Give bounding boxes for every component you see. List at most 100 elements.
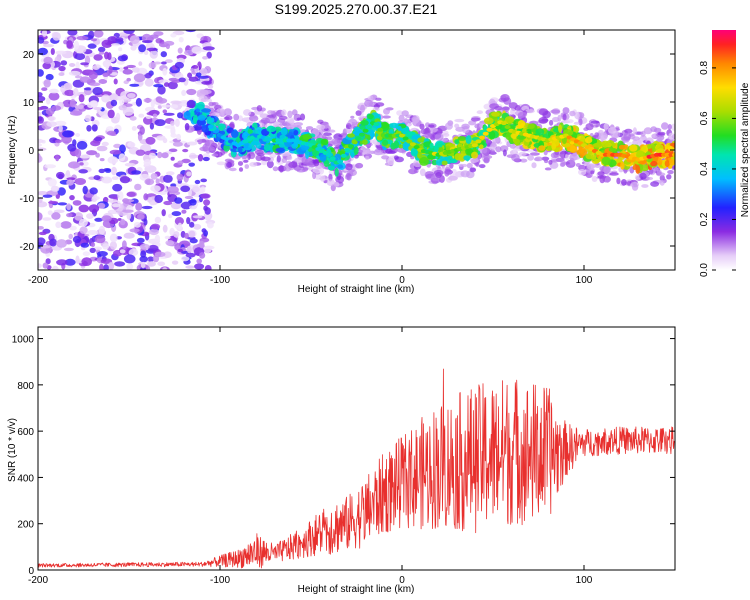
heat-cell — [333, 139, 340, 148]
heat-cell — [38, 212, 43, 221]
heat-peak — [482, 131, 489, 136]
heat-cell — [511, 153, 520, 162]
heat-cell — [219, 138, 225, 144]
heat-cell — [434, 133, 444, 141]
heat-cell — [109, 241, 117, 250]
heat-cell — [202, 156, 210, 162]
heat-peak — [406, 139, 413, 144]
heat-cell — [135, 202, 143, 211]
heat-cell — [69, 98, 76, 108]
heat-cell — [38, 47, 48, 56]
heat-cell — [174, 217, 184, 226]
heat-cell — [390, 142, 397, 150]
heat-cell — [211, 153, 219, 157]
heat-cell — [454, 123, 460, 129]
heat-cell — [367, 113, 374, 120]
heat-cell — [123, 30, 135, 34]
heat-cell — [201, 108, 212, 113]
heat-cell — [108, 65, 113, 75]
heat-cell — [185, 252, 196, 258]
heat-cell — [157, 105, 162, 109]
heat-cell — [605, 175, 610, 183]
heat-cell — [623, 132, 632, 141]
heat-cell — [195, 72, 202, 77]
heat-cell — [41, 87, 48, 91]
heat-peak — [362, 128, 369, 133]
heat-cell — [650, 181, 660, 187]
heat-peak — [377, 127, 384, 132]
heat-cell — [46, 97, 51, 105]
heat-cell — [55, 50, 67, 55]
heat-cell — [68, 63, 76, 67]
heat-cell — [517, 111, 527, 118]
heat-cell — [95, 152, 100, 158]
heat-cell — [200, 186, 206, 193]
heat-cell — [385, 148, 393, 154]
heat-cell — [538, 145, 546, 151]
heat-cell — [594, 158, 601, 163]
heat-cell — [192, 114, 199, 124]
heat-cell — [173, 231, 180, 238]
heat-cell — [91, 124, 98, 132]
heat-cell — [561, 142, 571, 148]
heat-cell — [162, 267, 168, 270]
heat-cell — [164, 125, 175, 129]
heat-cell — [137, 213, 145, 220]
heat-cell — [117, 55, 128, 62]
heat-cell — [184, 232, 190, 239]
heat-cell — [63, 247, 74, 252]
heat-cell — [48, 200, 59, 205]
heat-cell — [457, 136, 467, 141]
heat-cell — [140, 267, 147, 270]
heat-cell — [66, 203, 72, 211]
heat-cell — [557, 114, 562, 122]
heat-cell — [197, 101, 205, 110]
heat-cell — [186, 171, 192, 177]
heat-cell — [188, 76, 199, 82]
heat-cell — [148, 62, 157, 69]
heat-cell — [75, 61, 80, 70]
heat-cell — [478, 164, 486, 169]
heat-cell — [187, 72, 193, 79]
heat-cell — [72, 235, 82, 244]
heat-cell — [38, 36, 45, 44]
heat-cell — [38, 111, 42, 117]
heat-cell — [170, 156, 175, 161]
heat-cell — [365, 155, 370, 160]
heat-cell — [312, 149, 320, 157]
heat-cell — [117, 191, 124, 201]
heat-cell — [202, 46, 215, 51]
heat-cell — [80, 62, 89, 66]
heat-cell — [66, 179, 74, 186]
heat-cell — [387, 158, 395, 166]
heat-cell — [120, 218, 126, 226]
heat-cell — [74, 178, 87, 185]
heat-cell — [111, 166, 117, 176]
heat-cell — [451, 168, 457, 175]
heat-cell — [192, 124, 203, 131]
heat-cell — [165, 240, 175, 246]
heat-cell — [355, 110, 362, 116]
heat-cell — [46, 121, 57, 127]
heat-cell — [122, 209, 134, 213]
heat-cell — [111, 176, 119, 181]
heat-cell — [293, 130, 299, 136]
heat-cell — [38, 107, 44, 111]
heat-cell — [152, 113, 158, 118]
heat-cell — [667, 124, 672, 130]
heat-cell — [373, 149, 384, 156]
heat-cell — [551, 142, 557, 150]
heat-cell — [578, 169, 587, 176]
heat-cell — [366, 127, 372, 134]
heat-cell — [281, 109, 287, 117]
heat-cell — [80, 242, 90, 248]
heat-cell — [197, 114, 206, 121]
heat-cell — [549, 119, 554, 126]
heat-cell — [166, 171, 175, 176]
heat-cell — [62, 130, 74, 138]
x-tick-label: 0 — [399, 575, 405, 586]
heat-cell — [162, 109, 168, 114]
heat-cell — [548, 160, 553, 165]
heat-cell — [587, 163, 598, 168]
heat-cell — [360, 146, 367, 151]
